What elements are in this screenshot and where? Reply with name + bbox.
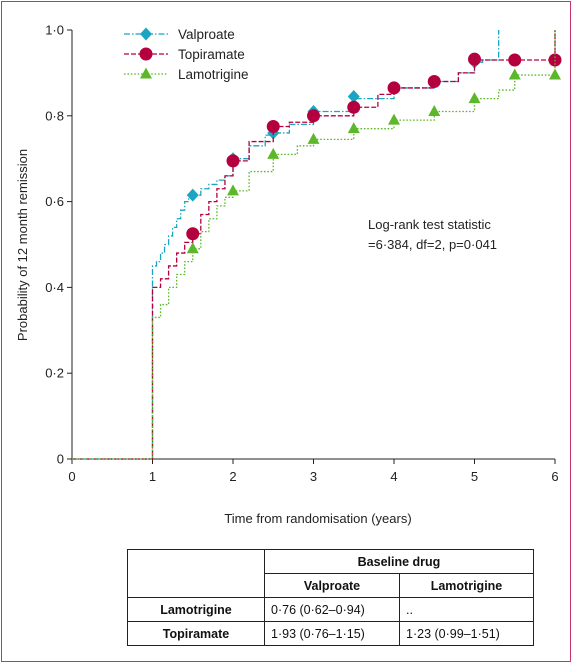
x-tick-label: 4 — [390, 469, 397, 484]
legend-label: Valproate — [178, 27, 235, 42]
table-header-row: Baseline drug — [127, 549, 534, 598]
table-header-group: Baseline drug — [264, 549, 534, 574]
data-point — [508, 53, 522, 67]
table-col-header: Valproate — [264, 573, 400, 598]
y-tick-label: 0·4 — [45, 280, 64, 295]
x-tick-label: 6 — [551, 469, 558, 484]
data-point — [347, 89, 360, 103]
table-cell: .. — [399, 597, 534, 622]
series-lamotrigine — [72, 30, 561, 460]
hazard-ratio-table: Baseline drug Valproate Lamotrigine Lamo… — [127, 549, 534, 646]
table-cell: 1·93 (0·76–1·15) — [264, 621, 400, 646]
y-tick-label: 0·8 — [45, 108, 64, 123]
data-point — [307, 109, 320, 123]
data-point — [428, 105, 441, 117]
data-point — [468, 92, 481, 104]
legend-item: Topiramate — [124, 47, 245, 62]
data-point — [549, 68, 561, 80]
logrank-line-1: Log-rank test statistic — [368, 217, 491, 232]
legend-item: Valproate — [124, 27, 235, 42]
y-tick-label: 0 — [57, 452, 64, 467]
legend-item: Lamotrigine — [124, 67, 249, 82]
x-tick-label: 3 — [310, 469, 317, 484]
axes: 0 1 2 3 4 5 6 0 0·2 0·4 0·6 0·8 1·0 — [45, 23, 558, 485]
legend-marker — [140, 27, 152, 41]
data-point — [508, 68, 521, 80]
x-tick-label: 5 — [471, 469, 478, 484]
data-point — [427, 74, 441, 88]
table-row-label: Topiramate — [127, 621, 265, 646]
data-point — [468, 52, 481, 66]
data-point — [347, 100, 361, 114]
table-row: Topiramate 1·93 (0·76–1·15) 1·23 (0·99–1… — [127, 621, 534, 646]
legend-marker — [139, 47, 153, 61]
data-point — [388, 113, 400, 125]
data-point — [347, 122, 360, 134]
logrank-line-2: =6·384, df=2, p=0·041 — [368, 237, 497, 252]
data-point — [266, 120, 280, 134]
y-tick-label: 1·0 — [45, 23, 64, 38]
y-tick-label: 0·2 — [45, 366, 64, 381]
legend-label: Topiramate — [178, 47, 245, 62]
data-point — [186, 188, 199, 202]
table-col-header: Lamotrigine — [399, 573, 534, 598]
data-point — [267, 147, 280, 159]
series-line — [72, 30, 500, 460]
data-point — [227, 184, 239, 196]
x-tick-label: 1 — [149, 469, 156, 484]
table-corner-cell — [127, 549, 265, 598]
y-axis-label: Probability of 12 month remission — [15, 149, 30, 341]
legend-marker — [140, 67, 152, 79]
data-point — [387, 81, 401, 95]
table-subheader-row: Valproate Lamotrigine — [128, 573, 534, 598]
data-point — [307, 132, 320, 144]
x-tick-label: 0 — [68, 469, 75, 484]
legend: Valproate Topiramate Lamotrigine — [124, 27, 249, 82]
data-point — [226, 154, 240, 168]
data-point — [186, 227, 200, 241]
table-cell: 0·76 (0·62–0·94) — [264, 597, 400, 622]
legend-label: Lamotrigine — [178, 67, 249, 82]
table-cell: 1·23 (0·99–1·51) — [399, 621, 534, 646]
x-axis-label: Time from randomisation (years) — [224, 511, 411, 526]
table-row: Lamotrigine 0·76 (0·62–0·94) .. — [127, 597, 534, 622]
table-row-label: Lamotrigine — [127, 597, 265, 622]
data-point — [186, 242, 199, 254]
y-tick-label: 0·6 — [45, 194, 64, 209]
series-layer — [72, 30, 562, 460]
km-chart: 0 1 2 3 4 5 6 0 0·2 0·4 0·6 0·8 1·0 Valproate Topiram… — [15, 23, 562, 526]
x-tick-label: 2 — [229, 469, 236, 484]
